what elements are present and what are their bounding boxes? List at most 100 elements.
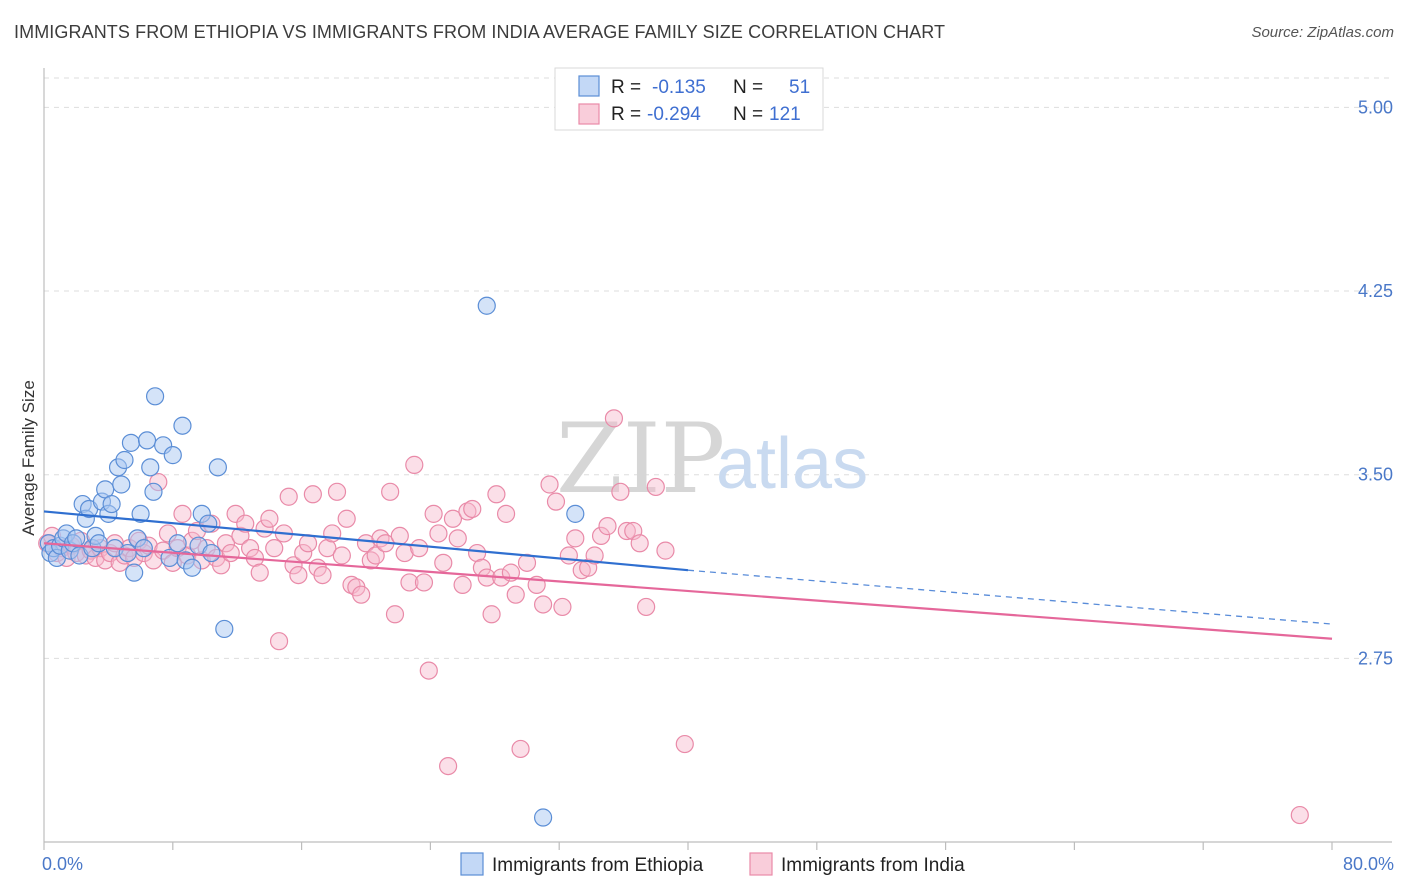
- india-point: [598, 517, 617, 536]
- india-point: [630, 534, 649, 553]
- ethiopia-point: [112, 475, 131, 494]
- india-point: [269, 632, 289, 651]
- india-point: [216, 534, 236, 553]
- india-point: [553, 597, 572, 617]
- india-point: [429, 524, 448, 543]
- trend-lines: [43, 510, 1333, 640]
- gridlines: [44, 77, 1392, 659]
- ethiopia-point: [202, 543, 221, 563]
- india-point: [424, 504, 443, 523]
- india-point: [414, 573, 434, 592]
- bottom-legend-swatch-ethiopia: [460, 852, 484, 876]
- x-tick-label-max: 80.0%: [1343, 854, 1394, 874]
- ethiopia-point: [173, 416, 192, 435]
- india-point: [434, 553, 453, 572]
- legend-n-label-india: N =: [733, 104, 763, 125]
- y-tick-label-1: 3.50: [1358, 465, 1393, 485]
- india-point: [279, 487, 298, 506]
- ethiopia-point: [141, 458, 160, 477]
- ethiopia-trend-line: [43, 510, 689, 572]
- bottom-legend-label-india: Immigrants from India: [781, 855, 965, 876]
- bottom-legend: Immigrants from Ethiopia Immigrants from…: [460, 852, 965, 876]
- india-point: [443, 509, 463, 528]
- y-axis-label: Average Family Size: [19, 380, 38, 536]
- legend-r-label-ethiopia: R =: [611, 77, 641, 98]
- india-point: [361, 551, 380, 570]
- india-point: [390, 526, 409, 546]
- ethiopia-points: [39, 296, 585, 827]
- legend-r-value-ethiopia: -0.135: [652, 77, 706, 98]
- india-point: [410, 539, 429, 558]
- legend: R = -0.135 N = 51 R = -0.294 N = 121: [554, 67, 824, 131]
- ethiopia-point: [566, 504, 585, 523]
- india-point: [381, 482, 400, 501]
- ethiopia-point: [102, 494, 121, 514]
- ethiopia-point: [89, 534, 108, 553]
- watermark: ZIP atlas: [556, 403, 868, 515]
- india-point: [604, 409, 624, 428]
- chart-title: IMMIGRANTS FROM ETHIOPIA VS IMMIGRANTS F…: [14, 22, 946, 42]
- india-point: [506, 585, 525, 604]
- axes: [43, 68, 1392, 850]
- india-point: [385, 605, 405, 624]
- india-point: [236, 514, 255, 533]
- legend-n-value-ethiopia: 51: [789, 77, 810, 98]
- ethiopia-point: [183, 558, 202, 577]
- india-point: [173, 504, 192, 523]
- india-point: [327, 482, 347, 501]
- india-point: [250, 563, 269, 582]
- india-point: [463, 499, 482, 519]
- india-point: [591, 526, 611, 546]
- ethiopia-point: [477, 296, 496, 315]
- legend-r-value-india: -0.294: [647, 104, 701, 125]
- ethiopia-point: [199, 514, 218, 533]
- legend-swatch-ethiopia: [578, 75, 600, 97]
- india-point: [448, 529, 467, 548]
- india-point: [585, 546, 604, 565]
- ethiopia-point: [67, 529, 86, 548]
- ethiopia-point: [125, 563, 144, 582]
- india-point: [487, 485, 506, 504]
- india-point: [453, 575, 472, 594]
- india-point: [323, 524, 342, 543]
- india-point: [337, 509, 356, 528]
- india-point: [260, 509, 279, 528]
- y-tick-label-3: 5.00: [1358, 97, 1393, 117]
- india-point: [482, 605, 501, 624]
- y-tick-label-2: 4.25: [1358, 281, 1393, 301]
- india-point: [352, 585, 371, 604]
- ethiopia-point: [115, 450, 134, 470]
- india-point: [356, 534, 376, 553]
- y-tick-label-0: 2.75: [1358, 648, 1393, 668]
- legend-n-value-india: 121: [769, 104, 801, 125]
- ethiopia-point: [208, 458, 227, 477]
- india-point: [226, 504, 245, 523]
- india-point: [646, 477, 665, 497]
- india-point: [675, 734, 694, 754]
- india-point: [1290, 805, 1309, 825]
- india-point: [303, 485, 322, 504]
- india-point: [419, 661, 438, 680]
- watermark-zip: ZIP: [556, 403, 725, 515]
- india-point: [517, 553, 537, 572]
- ethiopia-point: [131, 504, 150, 523]
- legend-r-label-india: R =: [611, 104, 641, 125]
- india-point: [439, 756, 458, 776]
- x-tick-label-min: 0.0%: [42, 854, 83, 874]
- india-point: [366, 546, 385, 565]
- india-trend-line: [43, 542, 1333, 640]
- india-point: [559, 546, 578, 565]
- india-point: [458, 502, 477, 521]
- ethiopia-point: [533, 808, 553, 827]
- india-point: [617, 521, 636, 541]
- india-point: [400, 573, 419, 592]
- india-point: [533, 595, 553, 614]
- india-point: [342, 575, 361, 594]
- india-point: [656, 541, 675, 560]
- india-point: [496, 504, 516, 523]
- india-point: [332, 546, 351, 565]
- india-point: [540, 475, 559, 494]
- india-point: [637, 597, 656, 617]
- legend-n-label-ethiopia: N =: [733, 77, 763, 98]
- india-point: [313, 565, 332, 585]
